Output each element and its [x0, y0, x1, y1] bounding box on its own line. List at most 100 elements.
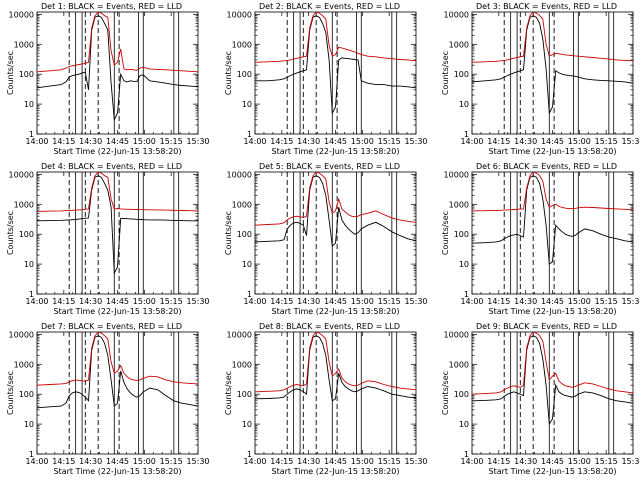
chart-title: Det 1: BLACK = Events, RED = LLD: [41, 2, 182, 11]
y-axis-label: Counts/sec: [224, 211, 233, 255]
chart-title: Det 5: BLACK = Events, RED = LLD: [259, 162, 400, 171]
y-axis-label: Counts/sec: [224, 51, 233, 95]
x-tick-label: 15:15: [378, 457, 401, 466]
y-axis-label: Counts/sec: [224, 371, 233, 415]
x-tick-label: 14:15: [52, 457, 75, 466]
x-tick-label: 14:00: [243, 297, 266, 306]
y-tick-label: 10: [459, 420, 469, 429]
x-axis-label: Start Time (22-Jun-15 13:58:20): [272, 307, 400, 316]
x-tick-label: 15:15: [378, 137, 401, 146]
x-tick-label: 14:45: [541, 137, 564, 146]
x-tick-label: 14:15: [52, 297, 75, 306]
x-axis-label: Start Time (22-Jun-15 13:58:20): [54, 147, 182, 156]
y-tick-label: 10000: [9, 170, 34, 179]
y-tick-label: 1: [247, 450, 252, 459]
series-line-events: [255, 175, 416, 248]
x-tick-label: 14:30: [79, 137, 102, 146]
x-tick-label: 14:45: [541, 457, 564, 466]
panel-det-7: Det 7: BLACK = Events, RED = LLD Start Ti…: [6, 322, 210, 476]
x-axis-label: Start Time (22-Jun-15 13:58:20): [272, 467, 400, 476]
x-tick-label: 14:00: [25, 137, 48, 146]
x-tick-label: 14:15: [270, 137, 293, 146]
x-tick-label: 14:45: [106, 297, 129, 306]
x-tick-label: 15:00: [351, 457, 374, 466]
x-tick-label: 15:30: [404, 137, 427, 146]
panel-det-6: Det 6: BLACK = Events, RED = LLD Start Ti…: [441, 162, 640, 316]
x-tick-label: 15:30: [621, 297, 640, 306]
y-tick-label: 1000: [232, 360, 252, 369]
x-tick-label: 15:30: [404, 297, 427, 306]
y-tick-label: 10000: [444, 330, 469, 339]
y-tick-label: 100: [237, 70, 252, 79]
y-tick-label: 1000: [232, 40, 252, 49]
y-tick-label: 10: [459, 260, 469, 269]
x-axis-label: Start Time (22-Jun-15 13:58:20): [54, 307, 182, 316]
x-tick-label: 14:45: [324, 457, 347, 466]
y-tick-label: 100: [454, 230, 469, 239]
y-tick-label: 100: [19, 230, 34, 239]
y-tick-label: 100: [237, 390, 252, 399]
x-tick-label: 15:15: [595, 137, 618, 146]
y-tick-label: 1: [464, 130, 469, 139]
x-axis-label: Start Time (22-Jun-15 13:58:20): [489, 467, 617, 476]
y-tick-label: 10000: [9, 330, 34, 339]
x-tick-label: 14:30: [297, 457, 320, 466]
chart-title: Det 6: BLACK = Events, RED = LLD: [476, 162, 617, 171]
x-tick-label: 14:30: [297, 297, 320, 306]
y-tick-label: 10: [24, 100, 34, 109]
x-tick-label: 14:45: [106, 137, 129, 146]
x-axis-label: Start Time (22-Jun-15 13:58:20): [489, 147, 617, 156]
y-axis-label: Counts/sec: [6, 211, 15, 255]
y-axis-label: Counts/sec: [441, 51, 450, 95]
x-axis-label: Start Time (22-Jun-15 13:58:20): [272, 147, 400, 156]
y-tick-label: 10000: [444, 170, 469, 179]
x-tick-label: 14:15: [487, 137, 510, 146]
y-tick-label: 10000: [444, 10, 469, 19]
chart-title: Det 8: BLACK = Events, RED = LLD: [259, 322, 400, 331]
chart-title: Det 9: BLACK = Events, RED = LLD: [476, 322, 617, 331]
x-axis-label: Start Time (22-Jun-15 13:58:20): [489, 307, 617, 316]
x-tick-label: 14:30: [79, 457, 102, 466]
series-line-lld: [472, 332, 633, 395]
x-tick-label: 15:15: [378, 297, 401, 306]
y-tick-label: 1: [464, 450, 469, 459]
y-tick-label: 1: [247, 290, 252, 299]
x-tick-label: 15:00: [133, 297, 156, 306]
y-axis-label: Counts/sec: [6, 51, 15, 95]
y-tick-label: 10000: [9, 10, 34, 19]
panel-det-3: Det 3: BLACK = Events, RED = LLD Start Ti…: [441, 2, 640, 156]
x-tick-label: 14:15: [487, 297, 510, 306]
x-tick-label: 14:00: [25, 297, 48, 306]
panel-det-5: Det 5: BLACK = Events, RED = LLD Start Ti…: [224, 162, 428, 316]
x-tick-label: 14:30: [514, 457, 537, 466]
x-tick-label: 14:30: [514, 297, 537, 306]
series-line-lld: [37, 12, 198, 73]
x-tick-label: 15:15: [160, 297, 183, 306]
y-tick-label: 10000: [227, 330, 252, 339]
x-tick-label: 14:45: [324, 137, 347, 146]
x-tick-label: 14:00: [460, 137, 483, 146]
x-tick-label: 15:00: [351, 137, 374, 146]
series-line-lld: [255, 332, 416, 393]
panel-det-4: Det 4: BLACK = Events, RED = LLD Start Ti…: [6, 162, 210, 316]
x-tick-label: 14:15: [52, 137, 75, 146]
y-tick-label: 1: [247, 130, 252, 139]
panel-det-2: Det 2: BLACK = Events, RED = LLD Start Ti…: [224, 2, 428, 156]
x-tick-label: 15:30: [186, 297, 209, 306]
panel-det-1: Det 1: BLACK = Events, RED = LLD Start Ti…: [6, 2, 210, 156]
x-tick-label: 14:00: [243, 457, 266, 466]
chart-title: Det 2: BLACK = Events, RED = LLD: [259, 2, 400, 11]
series-line-events: [37, 335, 198, 409]
y-tick-label: 10: [242, 260, 252, 269]
y-tick-label: 1: [29, 130, 34, 139]
series-line-events: [255, 15, 416, 115]
x-tick-label: 14:15: [270, 297, 293, 306]
x-tick-label: 14:00: [243, 137, 266, 146]
x-tick-label: 14:15: [270, 457, 293, 466]
series-line-lld: [472, 12, 633, 63]
x-tick-label: 15:00: [133, 137, 156, 146]
x-tick-label: 15:30: [186, 457, 209, 466]
y-tick-label: 100: [454, 390, 469, 399]
y-tick-label: 1000: [449, 200, 469, 209]
